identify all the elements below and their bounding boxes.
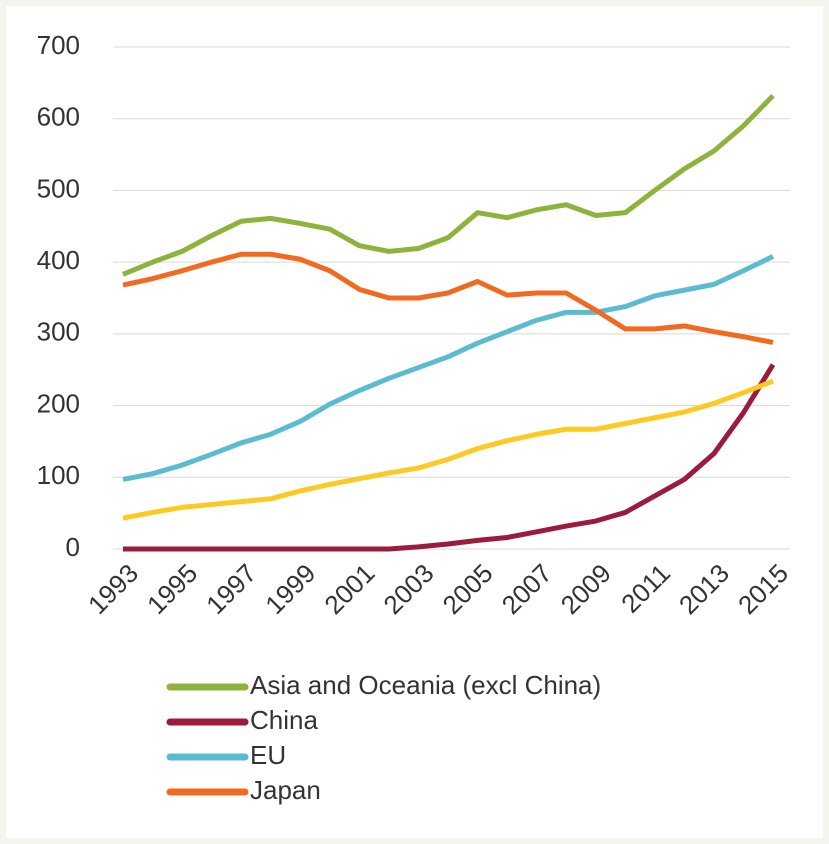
- series-line: [122, 254, 775, 482]
- y-tick-label: 500: [37, 173, 80, 203]
- series-line: [123, 363, 776, 552]
- y-tick-label: 0: [66, 532, 80, 562]
- y-tick-label: 100: [37, 460, 80, 490]
- y-tick-label: 300: [37, 317, 80, 347]
- legend-label: EU: [250, 740, 286, 770]
- series-line: [122, 378, 774, 521]
- series-line: [122, 94, 775, 277]
- legend-label: China: [250, 705, 318, 735]
- legend-label: Japan: [250, 775, 321, 805]
- y-tick-label: 400: [37, 245, 80, 275]
- y-tick-label: 600: [37, 102, 80, 132]
- series-line: [122, 251, 774, 345]
- chart-background: [6, 6, 823, 838]
- y-tick-label: 200: [37, 388, 80, 418]
- legend-label: Asia and Oceania (excl China): [250, 670, 601, 700]
- y-tick-label: 700: [37, 30, 80, 60]
